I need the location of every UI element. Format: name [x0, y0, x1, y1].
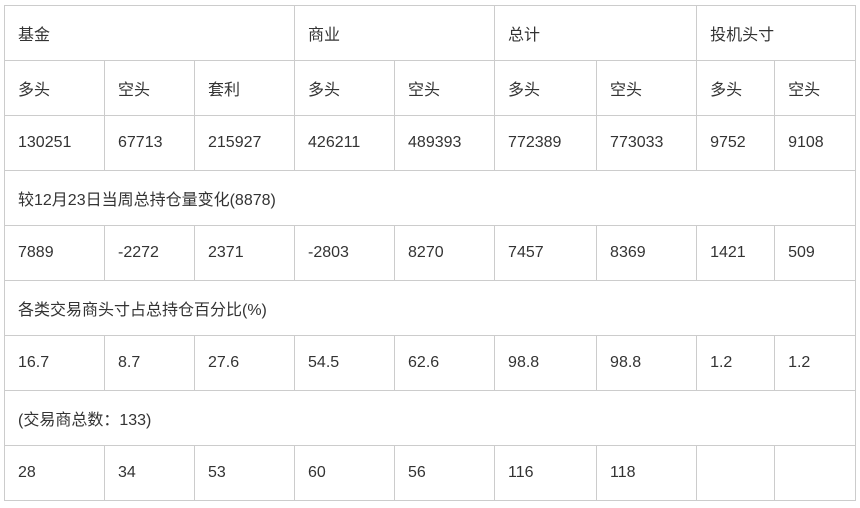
table-cell: 34	[104, 445, 195, 501]
table-cell	[696, 445, 776, 501]
table-cell: 98.8	[494, 335, 598, 391]
table-cell: 56	[394, 445, 496, 501]
table-cell: 8270	[394, 225, 496, 281]
table-cell: 7889	[4, 225, 105, 281]
change-title-row: 较12月23日当周总持仓量变化(8878)	[3, 170, 857, 226]
table-cell: 118	[596, 445, 698, 501]
table-cell: 62.6	[394, 335, 496, 391]
table-cell: 2371	[193, 225, 296, 281]
table-cell: 1.2	[696, 335, 776, 391]
subheader-row: 多头 空头 套利 多头 空头 多头 空头 多头 空头	[4, 60, 857, 116]
section-title: (交易商总数：133)	[3, 390, 857, 446]
table-cell: 489393	[394, 115, 496, 171]
table-cell: 53	[193, 445, 296, 501]
table-cell: -2272	[104, 225, 195, 281]
table-cell: 773033	[596, 115, 698, 171]
table-cell: 27.6	[193, 335, 296, 391]
table-cell: 28	[4, 445, 105, 501]
table-cell: 130251	[4, 115, 105, 171]
group-header: 投机头寸	[696, 5, 857, 61]
table-cell: 9108	[774, 115, 857, 171]
table-cell: 426211	[294, 115, 396, 171]
table-cell: 1.2	[774, 335, 857, 391]
subheader-cell: 套利	[193, 60, 296, 116]
traders-row: 28 34 53 60 56 116 118	[4, 445, 857, 501]
table-cell	[774, 445, 857, 501]
table-cell: 116	[494, 445, 598, 501]
subheader-cell: 空头	[104, 60, 195, 116]
group-header: 基金	[3, 5, 296, 61]
positions-row: 130251 67713 215927 426211 489393 772389 77303…	[4, 115, 857, 171]
table-cell: 54.5	[294, 335, 396, 391]
table-cell: 16.7	[4, 335, 105, 391]
group-header: 商业	[294, 5, 496, 61]
percent-title-row: 各类交易商头寸占总持仓百分比(%)	[3, 280, 857, 336]
subheader-cell: 多头	[294, 60, 396, 116]
table-cell: 67713	[104, 115, 195, 171]
cftc-positions-table: 基金 商业 总计 投机头寸 多头 空头 套利 多头 空头 多头 空头 多头 空头 130251 67713 2…	[3, 5, 857, 501]
table-cell: 7457	[494, 225, 598, 281]
traders-title-row: (交易商总数：133)	[3, 390, 857, 446]
subheader-cell: 空头	[394, 60, 496, 116]
percents-row: 16.7 8.7 27.6 54.5 62.6 98.8 98.8 1.2 1.2	[4, 335, 857, 391]
table-cell: 772389	[494, 115, 598, 171]
table-cell: 215927	[193, 115, 296, 171]
subheader-cell: 空头	[596, 60, 698, 116]
table-cell: 8369	[596, 225, 698, 281]
subheader-cell: 多头	[4, 60, 105, 116]
section-title: 各类交易商头寸占总持仓百分比(%)	[3, 280, 857, 336]
group-header-row: 基金 商业 总计 投机头寸	[3, 5, 857, 61]
group-header: 总计	[494, 5, 698, 61]
subheader-cell: 多头	[696, 60, 776, 116]
subheader-cell: 空头	[774, 60, 857, 116]
table-cell: 1421	[696, 225, 776, 281]
table-cell: -2803	[294, 225, 396, 281]
table-cell: 60	[294, 445, 396, 501]
table-cell: 509	[774, 225, 857, 281]
subheader-cell: 多头	[494, 60, 598, 116]
table-cell: 8.7	[104, 335, 195, 391]
section-title: 较12月23日当周总持仓量变化(8878)	[3, 170, 857, 226]
changes-row: 7889 -2272 2371 -2803 8270 7457 8369 1421 509	[4, 225, 857, 281]
table-cell: 9752	[696, 115, 776, 171]
table-cell: 98.8	[596, 335, 698, 391]
